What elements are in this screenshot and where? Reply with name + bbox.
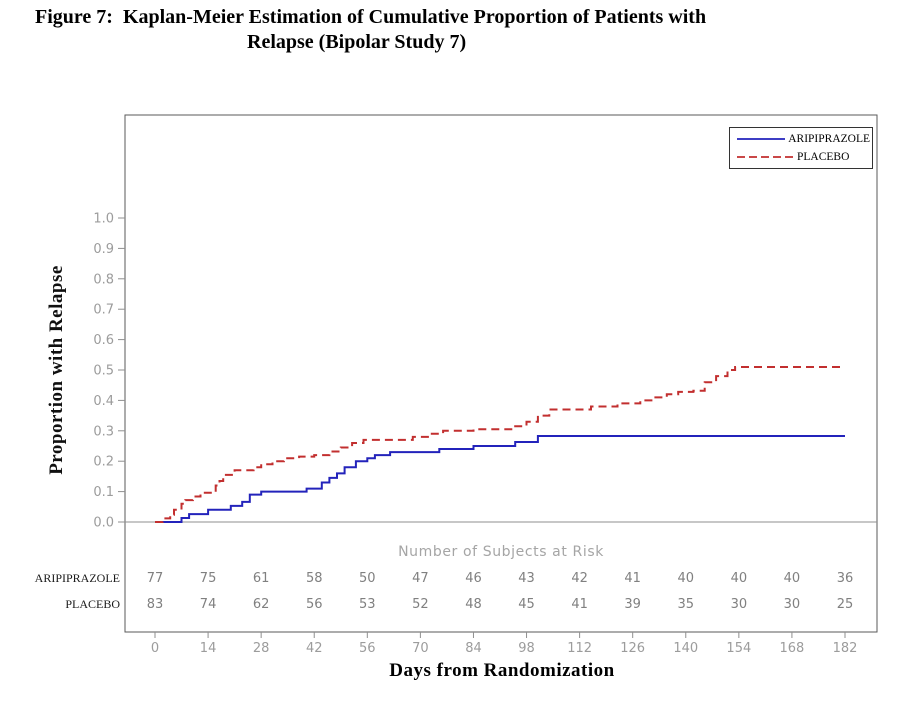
svg-text:30: 30 [784,597,801,612]
figure-title-line2: Relapse (Bipolar Study 7) [247,31,467,53]
legend-label-aripiprazole: ARIPIPRAZOLE [788,133,870,145]
at-risk-row-label-aripiprazole: ARIPIPRAZOLE [34,571,120,585]
svg-text:0.6: 0.6 [93,333,114,348]
svg-text:42: 42 [571,571,588,586]
svg-text:0.9: 0.9 [93,242,114,257]
svg-text:41: 41 [571,597,588,612]
svg-text:75: 75 [200,571,217,586]
svg-text:43: 43 [518,571,535,586]
svg-text:46: 46 [465,571,482,586]
svg-text:39: 39 [624,597,641,612]
svg-text:98: 98 [518,641,535,656]
svg-text:35: 35 [677,597,694,612]
svg-text:58: 58 [306,571,323,586]
svg-text:62: 62 [253,597,270,612]
svg-text:41: 41 [624,571,641,586]
svg-text:140: 140 [673,641,698,656]
legend-line-solid-icon [737,138,786,140]
legend-line-dashed-icon [737,156,793,158]
svg-text:112: 112 [567,641,592,656]
svg-text:0.0: 0.0 [93,516,114,531]
svg-text:0.2: 0.2 [93,455,114,470]
svg-text:83: 83 [147,597,164,612]
svg-text:48: 48 [465,597,482,612]
svg-text:52: 52 [412,597,429,612]
svg-text:1.0: 1.0 [93,212,114,227]
at-risk-header: Number of Subjects at Risk [398,544,604,560]
legend: ARIPIPRAZOLE PLACEBO [729,127,873,169]
svg-text:84: 84 [465,641,482,656]
svg-text:25: 25 [837,597,854,612]
svg-text:0.1: 0.1 [93,485,114,500]
svg-text:70: 70 [412,641,429,656]
y-axis-label: Proportion with Relapse [46,265,67,475]
figure-title-line1: Figure 7: Kaplan-Meier Estimation of Cum… [35,6,707,28]
svg-text:0.8: 0.8 [93,272,114,287]
legend-entry-aripiprazole: ARIPIPRAZOLE [736,133,870,145]
legend-entry-placebo: PLACEBO [736,151,870,163]
svg-text:0.4: 0.4 [93,394,114,409]
svg-text:53: 53 [359,597,376,612]
at-risk-row-label-placebo: PLACEBO [65,597,120,611]
svg-text:61: 61 [253,571,270,586]
svg-text:30: 30 [731,597,748,612]
svg-text:56: 56 [306,597,323,612]
svg-text:154: 154 [726,641,751,656]
svg-text:40: 40 [784,571,801,586]
svg-text:182: 182 [833,641,858,656]
x-axis-label: Days from Randomization [389,660,615,681]
svg-text:28: 28 [253,641,270,656]
legend-label-placebo: PLACEBO [797,151,850,163]
svg-text:77: 77 [147,571,164,586]
svg-text:74: 74 [200,597,217,612]
svg-text:40: 40 [731,571,748,586]
svg-text:0: 0 [151,641,159,656]
svg-text:56: 56 [359,641,376,656]
svg-text:168: 168 [780,641,805,656]
svg-text:0.3: 0.3 [93,424,114,439]
svg-text:42: 42 [306,641,323,656]
svg-text:45: 45 [518,597,535,612]
svg-text:40: 40 [677,571,694,586]
svg-text:14: 14 [200,641,217,656]
svg-text:50: 50 [359,571,376,586]
svg-text:0.7: 0.7 [93,303,114,318]
svg-text:126: 126 [620,641,645,656]
svg-text:0.5: 0.5 [93,364,114,379]
svg-text:36: 36 [837,571,854,586]
svg-text:47: 47 [412,571,429,586]
